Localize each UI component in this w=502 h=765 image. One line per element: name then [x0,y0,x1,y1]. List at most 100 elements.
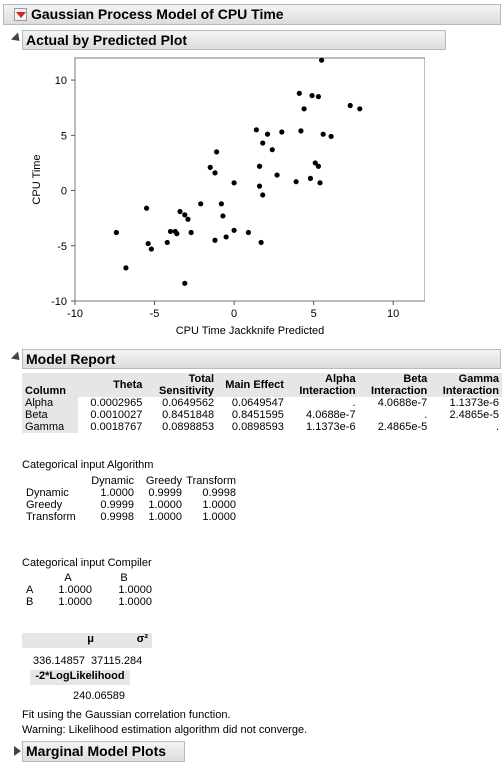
data-point [218,201,224,207]
loglik-value: 240.06589 [73,690,125,702]
table-row: Dynamic 1.0000 0.9999 0.9998 [24,487,238,499]
y-tick-label: -10 [51,296,67,308]
col-header-line2: Sensitivity [159,385,215,397]
table-cell: 0.0002965 [90,397,143,409]
y-axis-label: CPU Time [31,154,43,204]
data-point [145,240,151,247]
table-cell: 1.0000 [100,487,134,499]
data-point [296,90,302,96]
y-tick-label: -5 [57,241,67,253]
data-point [253,127,259,133]
data-point [269,147,275,153]
compiler-table: A B A 1.0000 1.0000 B 1.0000 1.0000 [24,572,154,608]
data-point [274,172,280,178]
data-point [357,106,363,112]
data-point [293,179,299,185]
x-tick-label: 5 [311,308,317,320]
x-tick-label: 0 [231,308,237,320]
data-point [264,131,271,137]
y-tick-label: 5 [61,130,67,142]
algorithm-table: Dynamic Greedy Transform Dynamic 1.0000 … [24,475,238,523]
data-point [315,163,322,169]
note-warning: Warning: Likelihood estimation algorithm… [22,724,308,736]
sigma-value: 37115.284 [91,655,143,667]
table-row: Beta 0.0010027 0.8451848 0.8451595 4.068… [22,409,502,421]
main-outline-header[interactable]: Gaussian Process Model of CPU Time [3,4,501,25]
marginal-outline-header[interactable]: Marginal Model Plots [22,741,185,762]
col-header-gamma-interaction: Gamma Interaction [430,373,502,397]
col-header: A [64,572,72,584]
x-tick-label: -5 [150,308,160,320]
table-cell: 0.9998 [100,511,134,523]
sigma-header: σ² [108,633,152,648]
mu-label: μ [87,633,94,645]
table-cell: 1.0000 [58,584,92,596]
data-point [223,234,229,240]
data-point [309,92,315,99]
table-cell: 4.0688e-7 [306,409,356,421]
data-point [279,129,285,135]
data-point [185,216,191,222]
table-header-row: Column Theta Total Sensitivity Main Effe… [22,373,502,397]
table-cell: 0.9998 [202,487,236,499]
data-point [148,246,154,252]
algorithm-matrix: Dynamic Greedy Transform Dynamic 1.0000 … [24,475,238,523]
data-point [307,175,314,181]
table-cell: 1.0000 [148,511,182,523]
model-report-outline-header[interactable]: Model Report [22,349,501,369]
mu-value: 336.14857 [33,655,85,667]
compiler-matrix: A B A 1.0000 1.0000 B 1.0000 1.0000 [24,572,154,608]
data-point [347,102,353,109]
col-header-main-effect: Main Effect [217,373,287,397]
table-cell: . [424,409,428,421]
loglik-label: -2*LogLikelihood [35,670,125,682]
data-point [260,140,266,146]
col-header-line1: Alpha [325,373,356,385]
col-header: B [120,572,128,584]
data-point [312,160,318,166]
data-point [177,208,183,215]
table-header-row: A B [24,572,154,584]
table-cell: 0.0010027 [90,409,143,421]
data-point [212,170,218,176]
data-point [328,133,334,140]
data-point [231,227,237,233]
model-report-title: Model Report [26,351,116,367]
table-cell: 2.4865e-5 [449,409,499,421]
plot-frame [74,57,425,302]
compiler-title: Categorical input Compiler [22,557,152,569]
table-cell: 1.0000 [202,499,236,511]
corner-cell [24,475,80,487]
scatter-svg: -10 -5 0 5 10 10 5 0 -5 -10 CPU Time Jackknife Pre… [31,57,425,337]
model-report-table-wrap: Column Theta Total Sensitivity Main Effe… [22,373,502,433]
data-point [174,231,180,237]
data-point [143,205,150,211]
data-point [256,183,263,189]
col-header-theta: Theta [77,373,146,397]
table-cell: 1.1373e-6 [306,421,356,433]
data-point [301,106,307,112]
table-row: Gamma 0.0018767 0.0898853 0.0898593 1.13… [22,421,502,433]
col-header-line1: Gamma [458,373,499,385]
col-header: Dynamic [91,475,134,487]
mu-header: μ [22,633,108,648]
col-header-total-sensitivity: Total Sensitivity [145,373,218,397]
table-cell: 1.0000 [118,596,152,608]
table-cell: 0.0898593 [231,421,284,433]
disclosure-closed-icon[interactable] [14,746,21,756]
table-cell: 1.0000 [202,511,236,523]
table-cell: 0.8451848 [162,409,215,421]
data-point [317,180,323,186]
plot-outline-header[interactable]: Actual by Predicted Plot [22,30,446,50]
red-triangle-menu-icon[interactable] [14,8,27,21]
data-point [315,94,322,100]
row-label: Alpha [22,397,78,409]
data-point [213,149,220,155]
data-point [260,192,266,198]
data-point [212,237,218,243]
table-cell: 2.4865e-5 [377,421,428,433]
table-cell: 1.0000 [118,584,152,596]
data-point [198,201,204,207]
table-cell: 0.9999 [148,487,182,499]
data-point [123,265,129,271]
